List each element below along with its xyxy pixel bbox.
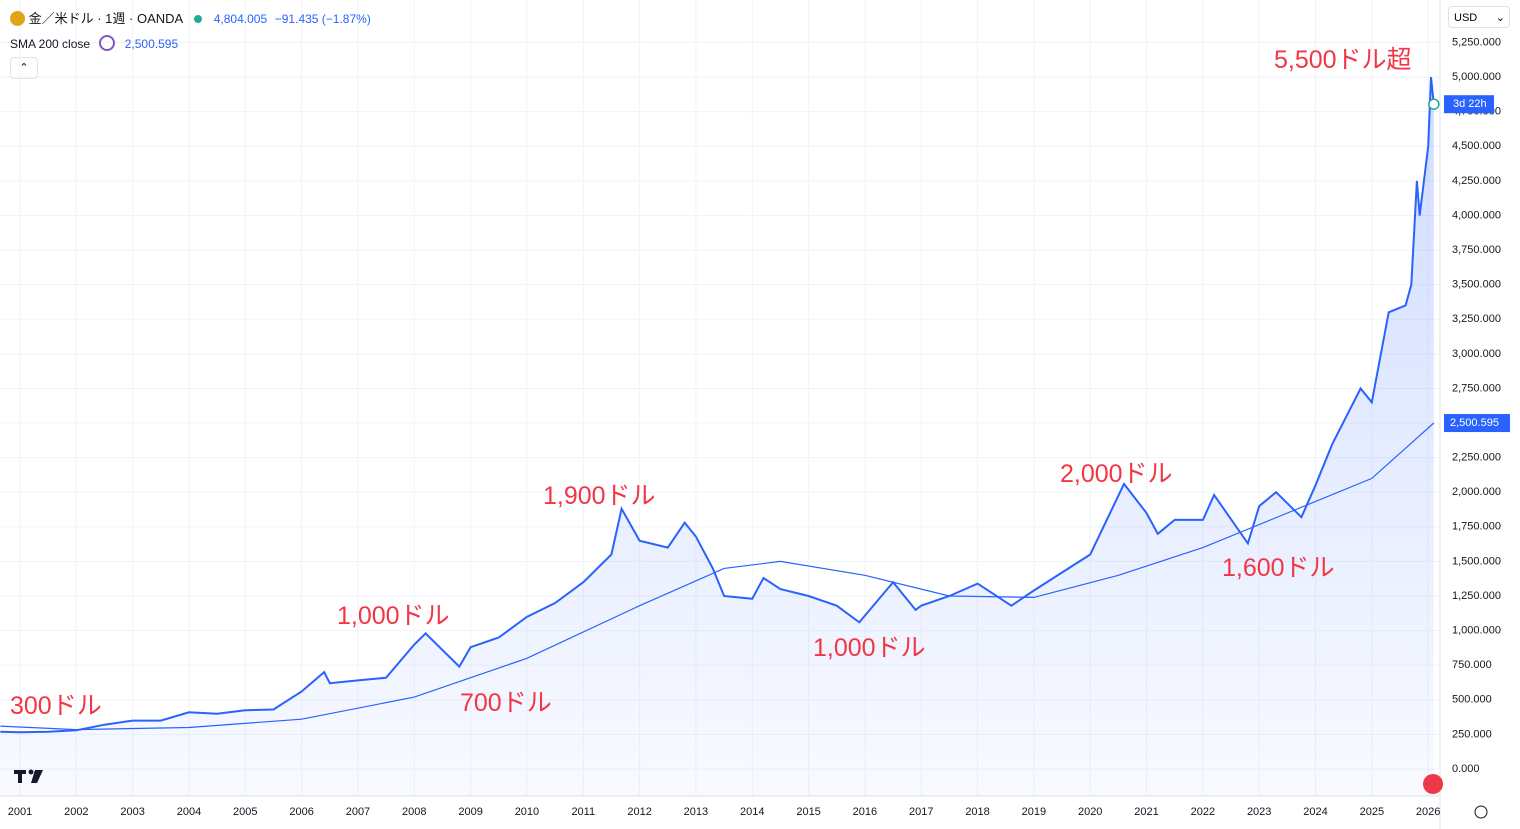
sma-tag-label: 2,500.595 xyxy=(1450,417,1499,429)
y-tick-label: 2,750.000 xyxy=(1452,382,1501,394)
annotation: 2,000ドル xyxy=(1060,460,1173,488)
x-tick-label: 2010 xyxy=(515,806,539,818)
indicator-icon xyxy=(99,35,116,51)
currency: USD xyxy=(1454,12,1478,24)
price-change: −91.435 (−1.87%) xyxy=(274,12,371,26)
currency-select[interactable]: USD ⌄ xyxy=(1448,6,1510,28)
area xyxy=(0,77,1434,797)
x-tick-label: 2004 xyxy=(177,806,201,818)
x-tick-label: 2026 xyxy=(1416,806,1440,818)
x-tick-label: 2002 xyxy=(64,806,88,818)
countdown-tag xyxy=(1444,95,1494,114)
y-tick-label: 1,250.000 xyxy=(1452,590,1501,602)
x-tick-label: 2003 xyxy=(120,806,144,818)
x-tick-label: 2019 xyxy=(1022,806,1046,818)
y-tick-label: 5,000.000 xyxy=(1452,71,1501,83)
x-tick-label: 2009 xyxy=(458,806,482,818)
annotation: 1,900ドル xyxy=(543,482,656,510)
y-tick-label: 750.000 xyxy=(1452,659,1492,671)
x-tick-label: 2013 xyxy=(684,806,708,818)
x-tick-label: 2015 xyxy=(796,806,820,818)
y-tick-label: 3,000.000 xyxy=(1452,348,1501,360)
indicator-value: 2,500.595 xyxy=(124,37,179,51)
symbol-row: 金／米ドル · 1週 · OANDA 4,804.005 −91.435 (−1… xyxy=(10,8,371,27)
x-tick-label: 2016 xyxy=(853,806,877,818)
y-tick-label: 4,500.000 xyxy=(1452,140,1501,152)
x-tick-label: 2021 xyxy=(1134,806,1158,818)
x-tick-label: 2014 xyxy=(740,806,764,818)
symbol-title[interactable]: 金／米ドル · 1週 · OANDA xyxy=(28,11,183,26)
y-tick-label: 1,500.000 xyxy=(1452,555,1501,567)
x-tick-label: 2022 xyxy=(1191,806,1215,818)
annotation: 1,600ドル xyxy=(1222,554,1335,582)
x-tick-label: 2023 xyxy=(1247,806,1271,818)
last-price: 4,804.005 xyxy=(213,12,268,26)
y-tick-label: 3,750.000 xyxy=(1452,244,1501,256)
annotation: 5,500ドル超 xyxy=(1274,46,1412,74)
y-tick-label: 1,750.000 xyxy=(1452,521,1501,533)
x-tick-label: 2012 xyxy=(627,806,651,818)
y-tick-label: 2,000.000 xyxy=(1452,486,1501,498)
x-tick-label: 2005 xyxy=(233,806,257,818)
countdown: 3d 22h xyxy=(1453,98,1487,110)
annotation: 700ドル xyxy=(460,689,552,717)
y-tick-label: 500.000 xyxy=(1452,694,1492,706)
status-dot xyxy=(194,15,203,23)
x-tick-label: 2001 xyxy=(8,806,32,818)
y-tick-label: 4,250.000 xyxy=(1452,175,1501,187)
x-tick-label: 2020 xyxy=(1078,806,1102,818)
x-tick-label: 2006 xyxy=(289,806,313,818)
last-point xyxy=(1428,98,1440,110)
sma-tag xyxy=(1444,414,1510,433)
x-tick-label: 2018 xyxy=(965,806,989,818)
y-tick-label: 2,250.000 xyxy=(1452,452,1501,464)
sma-line xyxy=(0,422,1435,731)
y-tick-label: 5,250.000 xyxy=(1452,36,1501,48)
y-tick-label: 4,000.000 xyxy=(1452,209,1501,221)
settings-icon[interactable] xyxy=(1474,805,1488,819)
x-tick-label: 2007 xyxy=(346,806,370,818)
indicator-row: SMA 200 close 2,500.595 xyxy=(10,35,178,51)
price-line xyxy=(0,76,1435,734)
annotation: 1,000ドル xyxy=(337,602,450,630)
collapse-button[interactable]: ⌃ xyxy=(10,57,38,79)
y-tick-label: 0.000 xyxy=(1452,763,1480,775)
x-tick-label: 2011 xyxy=(571,806,595,818)
y-tick-label: 250.000 xyxy=(1452,728,1492,740)
indicator-name[interactable]: SMA 200 close xyxy=(10,37,91,51)
annotation: 1,000ドル xyxy=(813,634,926,662)
y-tick-label: 3,500.000 xyxy=(1452,279,1501,291)
annotation: 300ドル xyxy=(10,692,102,720)
x-tick-label: 2008 xyxy=(402,806,426,818)
x-tick-label: 2024 xyxy=(1303,806,1327,818)
y-tick-label: 3,250.000 xyxy=(1452,313,1501,325)
symbol-icon xyxy=(10,11,25,26)
x-tick-label: 2025 xyxy=(1360,806,1384,818)
x-tick-label: 2017 xyxy=(909,806,933,818)
y-tick-label: 1,000.000 xyxy=(1452,625,1501,637)
